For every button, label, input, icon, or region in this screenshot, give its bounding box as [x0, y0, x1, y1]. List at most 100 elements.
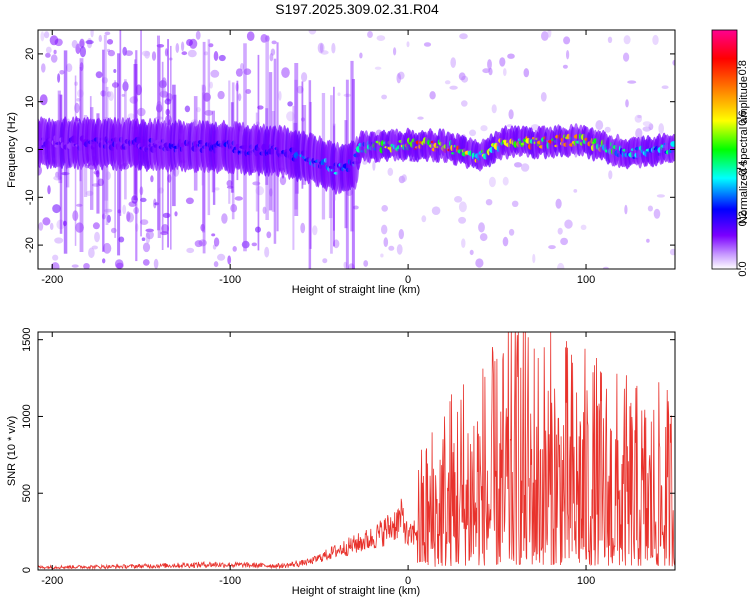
spectrogram-noise-blob: [421, 215, 427, 223]
spectrogram-y-tick-label: 0: [24, 146, 36, 152]
spectrogram-noise-blob: [547, 30, 552, 38]
spectrogram-noise-blob: [186, 247, 195, 254]
snr-y-tick-label: 1000: [21, 404, 33, 428]
spectrogram-noise-blob: [195, 30, 201, 40]
spectrogram-noise-blob: [647, 205, 654, 212]
spectrogram-streak: [328, 157, 333, 219]
spectrogram-noise-blob: [461, 100, 468, 107]
spectrogram-noise-blob: [53, 49, 57, 55]
spectrogram-noise-blob: [213, 51, 219, 61]
spectrogram-noise-blob: [469, 129, 477, 137]
spectrogram-noise-blob: [102, 242, 112, 254]
spectrogram-noise-blob: [458, 201, 467, 213]
spectrogram-noise-blob: [520, 163, 530, 172]
spectrogram-noise-blob: [381, 224, 388, 235]
spectrogram-noise-blob: [214, 187, 220, 191]
spectrogram-noise-blob: [141, 50, 151, 57]
spectrogram-noise-blob: [387, 167, 394, 176]
spectrogram-noise-blob: [85, 40, 94, 45]
spectrogram-noise-blob: [557, 262, 565, 269]
spectrogram-y-axis-label: Frequency (Hz): [6, 112, 18, 188]
spectrogram-noise-blob: [125, 50, 133, 56]
spectrogram-noise-blob: [153, 258, 159, 269]
spectrogram-noise-blob: [246, 31, 255, 41]
spectrogram-noise-blob: [627, 80, 637, 84]
spectrogram-noise-blob: [608, 170, 613, 180]
spectrogram-noise-blob: [634, 114, 642, 123]
spectrogram-noise-blob: [139, 219, 149, 226]
spectrogram-heatmap: [38, 30, 675, 269]
colorbar-tick-label: 0.8: [737, 60, 749, 75]
spectrogram-noise-blob: [106, 39, 114, 45]
spectrogram-noise-blob: [487, 59, 492, 70]
spectrogram-noise-blob: [450, 57, 457, 68]
spectrogram-noise-blob: [184, 105, 191, 113]
spectrogram-noise-blob: [479, 233, 488, 242]
spectrogram-noise-blob: [59, 70, 65, 75]
spectrogram-noise-blob: [181, 41, 185, 52]
spectrogram-x-tick-label: 0: [405, 274, 411, 286]
spectrogram-noise-blob: [65, 63, 73, 73]
spectrogram-noise-blob: [480, 125, 488, 132]
spectrogram-noise-blob: [38, 165, 42, 176]
colorbar-tick-label: 0.0: [737, 261, 749, 276]
spectrogram-noise-blob: [174, 211, 178, 217]
spectrogram-noise-blob: [548, 245, 556, 250]
spectrogram-y-tick-label: -20: [24, 237, 36, 253]
spectrogram-noise-blob: [658, 123, 664, 135]
snr-y-tick-label: 500: [21, 484, 33, 502]
spectrogram-noise-blob: [564, 219, 573, 229]
snr-series-line: [38, 332, 675, 570]
spectrogram-noise-blob: [322, 258, 328, 264]
spectrogram-noise-blob: [52, 254, 59, 261]
spectrogram-y-tick-label: 10: [24, 96, 36, 108]
spectrogram-ridge-core: [670, 141, 675, 147]
spectrogram-noise-blob: [51, 262, 60, 269]
spectrogram-noise-blob: [454, 196, 463, 203]
spectrogram-x-tick-label: -200: [41, 274, 63, 286]
spectrogram-noise-blob: [363, 260, 369, 267]
spectrogram-noise-blob: [234, 196, 243, 201]
snr-x-tick-label: -100: [219, 575, 241, 587]
spectrogram-noise-blob: [642, 126, 652, 132]
spectrogram-noise-blob: [95, 71, 103, 79]
spectrogram-noise-blob: [162, 91, 168, 97]
spectrogram-noise-blob: [232, 246, 237, 252]
spectrogram-noise-blob: [49, 222, 54, 230]
spectrogram-noise-blob: [187, 49, 197, 58]
spectrogram-ridge-halo: [671, 133, 675, 162]
spectrogram-noise-blob: [281, 67, 290, 78]
spectrogram-noise-blob: [71, 40, 78, 49]
spectrogram-noise-blob: [102, 258, 106, 264]
spectrogram-noise-blob: [271, 40, 277, 45]
spectrogram-noise-blob: [54, 237, 64, 244]
snr-x-axis-label: Height of straight line (km): [292, 585, 420, 597]
spectrogram-noise-blob: [142, 242, 151, 253]
spectrogram-noise-blob: [45, 52, 51, 58]
spectrogram-noise-blob: [266, 231, 272, 239]
spectrogram-noise-blob: [362, 160, 368, 165]
spectrogram-noise-blob: [573, 189, 578, 193]
spectrogram-noise-blob: [79, 46, 86, 58]
chart-title: S197.2025.309.02.31.R04: [275, 1, 439, 17]
spectrogram-noise-blob: [301, 72, 308, 82]
spectrogram-noise-blob: [625, 99, 629, 108]
spectrogram-noise-blob: [475, 258, 484, 268]
spectrogram-noise-blob: [642, 121, 652, 127]
spectrogram-noise-blob: [523, 68, 530, 78]
spectrogram-noise-blob: [145, 230, 154, 240]
spectrogram-noise-blob: [278, 90, 282, 101]
spectrogram-noise-blob: [417, 116, 424, 120]
spectrogram-noise-blob: [217, 253, 226, 261]
spectrogram-noise-blob: [508, 228, 515, 236]
spectrogram-noise-blob: [71, 264, 79, 268]
spectrogram-x-axis-label: Height of straight line (km): [292, 284, 420, 296]
spectrogram-noise-blob: [41, 63, 46, 73]
spectrogram-noise-blob: [406, 41, 410, 48]
spectrogram-noise-blob: [502, 176, 509, 186]
spectrogram-noise-blob: [672, 59, 675, 66]
spectrogram-noise-blob: [90, 30, 94, 38]
